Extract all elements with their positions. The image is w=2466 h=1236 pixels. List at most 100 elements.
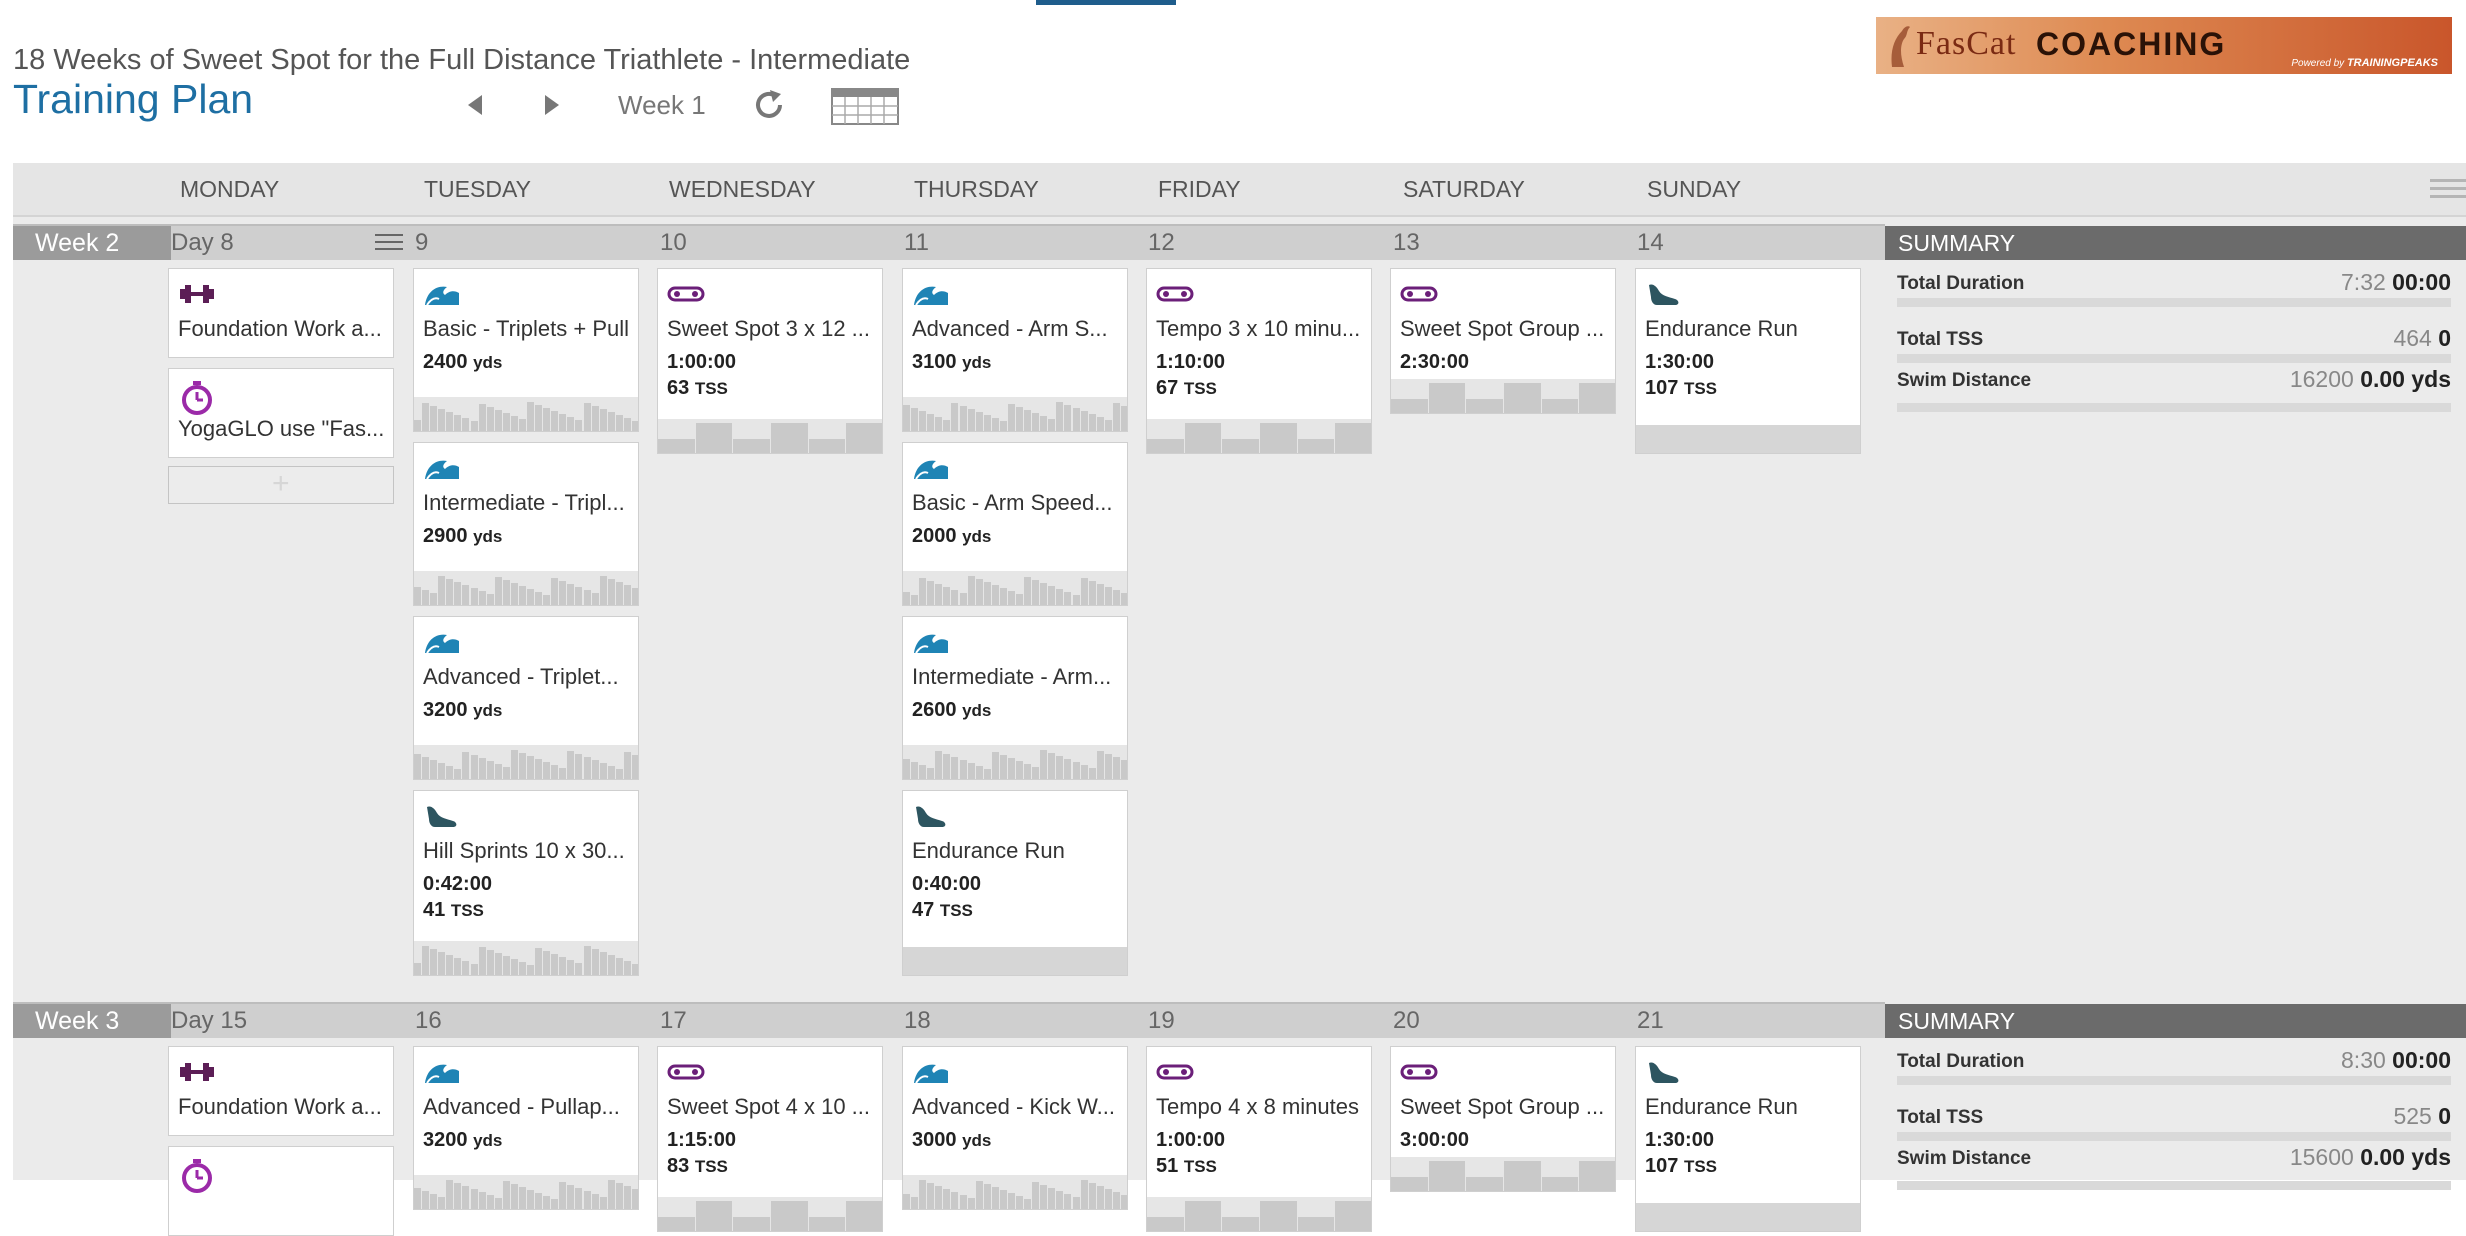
- workout-chart: [414, 571, 638, 605]
- day-header-row: MONDAY TUESDAY WEDNESDAY THURSDAY FRIDAY…: [13, 163, 2466, 217]
- stopwatch-icon: [178, 381, 216, 415]
- chart-bar: [959, 593, 967, 605]
- chart-bar: [911, 1197, 919, 1209]
- chart-bar: [494, 953, 502, 975]
- workout-card[interactable]: Endurance Run 0:40:00 47 TSS: [902, 790, 1128, 976]
- chart-bar: [559, 1182, 567, 1209]
- chart-bar: [951, 403, 959, 431]
- summary-value: 525 0: [2393, 1103, 2451, 1130]
- chart-bar: [446, 955, 454, 975]
- workout-card[interactable]: YogaGLO use "Fas...: [168, 368, 394, 458]
- workout-card[interactable]: Hill Sprints 10 x 30... 0:42:00 41 TSS: [413, 790, 639, 976]
- chart-bar: [1056, 402, 1064, 431]
- workout-card[interactable]: Sweet Spot Group ...3:00:00165 TSS: [1390, 1046, 1616, 1192]
- chart-bar: [510, 416, 518, 431]
- workout-card[interactable]: Sweet Spot Group ...2:30:00140 TSS: [1390, 268, 1616, 414]
- workout-title: Sweet Spot Group ...: [1400, 316, 1605, 341]
- workout-card[interactable]: Advanced - Triplet... 3200 yds: [413, 616, 639, 780]
- metric-value: 1:30:00: [1645, 1129, 1714, 1151]
- day-number: 19: [1148, 1007, 1175, 1034]
- workout-tss: 107 TSS: [1645, 377, 1717, 400]
- swim-icon: [423, 629, 461, 655]
- chart-bar: [623, 585, 631, 605]
- summary-label: Total TSS: [1897, 1107, 1984, 1128]
- workout-card[interactable]: Advanced - Kick W... 3000 yds: [902, 1046, 1128, 1210]
- workout-card[interactable]: Advanced - Arm S... 3100 yds: [902, 268, 1128, 432]
- previous-week-button[interactable]: [460, 88, 490, 122]
- summary-value: 8:30 00:00: [2341, 1047, 2451, 1074]
- chart-bar: [1335, 1201, 1371, 1231]
- workout-primary-metric: 3000 yds: [912, 1129, 991, 1152]
- chart-bar: [1096, 1186, 1104, 1209]
- workout-title: Tempo 3 x 10 minu...: [1156, 316, 1361, 341]
- chart-bar: [502, 1181, 510, 1209]
- chart-bar: [1428, 1161, 1466, 1191]
- chart-bar: [551, 1199, 559, 1209]
- chart-bar: [1147, 1217, 1184, 1231]
- workout-card[interactable]: Intermediate - Tripl... 2900 yds: [413, 442, 639, 606]
- workout-card[interactable]: Foundation Work a...: [168, 268, 394, 358]
- add-workout-button[interactable]: +: [168, 466, 394, 504]
- workout-card[interactable]: Intermediate - Arm... 2600 yds: [902, 616, 1128, 780]
- week-label: Week 2: [13, 226, 171, 260]
- chart-bar: [623, 418, 631, 431]
- calendar-button[interactable]: [830, 86, 900, 126]
- summary-completed-value: 00:00: [2392, 1047, 2451, 1073]
- tss-unit: TSS: [1683, 1157, 1717, 1176]
- chart-bar: [543, 595, 551, 605]
- workout-primary-metric: 2600 yds: [912, 699, 991, 722]
- workout-card[interactable]: [168, 1146, 394, 1236]
- chart-bar: [518, 419, 526, 431]
- metric-value: 0:40:00: [912, 873, 981, 895]
- chart-bar: [975, 766, 983, 779]
- chart-bar: [599, 763, 607, 779]
- chart-bar: [470, 755, 478, 779]
- calendar-menu-icon[interactable]: [2430, 177, 2466, 201]
- day-number: Day 8: [171, 229, 234, 256]
- chart-bar: [543, 408, 551, 431]
- refresh-button[interactable]: [750, 86, 788, 124]
- chart-bar: [846, 423, 882, 453]
- workout-chart: [903, 947, 1127, 975]
- workout-card[interactable]: Endurance Run 1:30:00 107 TSS: [1635, 1046, 1861, 1232]
- chart-bar: [454, 1183, 462, 1209]
- workout-card[interactable]: Sweet Spot 4 x 10 ... 1:15:00 83 TSS: [657, 1046, 883, 1232]
- chart-bar: [462, 752, 470, 779]
- workout-card[interactable]: Sweet Spot 3 x 12 ... 1:00:00 63 TSS: [657, 268, 883, 454]
- chart-bar: [927, 414, 935, 431]
- day-menu-icon[interactable]: [375, 232, 403, 257]
- chart-bar: [510, 583, 518, 605]
- chart-bar: [494, 764, 502, 779]
- workout-card[interactable]: Foundation Work a...: [168, 1046, 394, 1136]
- chart-bar: [454, 415, 462, 431]
- chart-bar: [935, 417, 943, 431]
- chart-bar: [1147, 439, 1184, 453]
- chart-bar: [607, 412, 615, 431]
- workout-card[interactable]: Endurance Run 1:30:00 107 TSS: [1635, 268, 1861, 454]
- chart-bar: [1504, 383, 1541, 413]
- day-header-friday: FRIDAY: [1158, 176, 1241, 202]
- workout-card[interactable]: Basic - Arm Speed... 2000 yds: [902, 442, 1128, 606]
- workout-title: Foundation Work a...: [178, 316, 382, 341]
- run-icon: [423, 803, 461, 829]
- chart-bar: [510, 750, 518, 779]
- workout-card[interactable]: Advanced - Pullap... 3200 yds: [413, 1046, 639, 1210]
- metric-value: 3200: [423, 699, 468, 721]
- summary-value: 16200 0.00 yds: [2290, 366, 2451, 393]
- workout-card[interactable]: Basic - Triplets + Pull 2400 yds: [413, 268, 639, 432]
- swim-icon: [912, 629, 950, 655]
- week-label: Week 3: [13, 1004, 171, 1038]
- chart-bar: [559, 957, 567, 975]
- summary-progress-bar: [1897, 1181, 2451, 1190]
- chart-bar: [1088, 1183, 1096, 1209]
- workout-chart: [1636, 1203, 1860, 1231]
- workout-card[interactable]: Tempo 3 x 10 minu... 1:10:00 67 TSS: [1146, 268, 1372, 454]
- chart-bar: [1104, 420, 1112, 431]
- chart-bar: [1260, 423, 1297, 453]
- next-week-button[interactable]: [536, 88, 566, 122]
- chart-bar: [911, 408, 919, 431]
- summary-row-swim-distance: Swim Distance 15600 0.00 yds: [1897, 1142, 2451, 1190]
- chart-bar: [903, 405, 911, 431]
- top-accent-bar: [1036, 0, 1176, 5]
- workout-card[interactable]: Tempo 4 x 8 minutes 1:00:00 51 TSS: [1146, 1046, 1372, 1232]
